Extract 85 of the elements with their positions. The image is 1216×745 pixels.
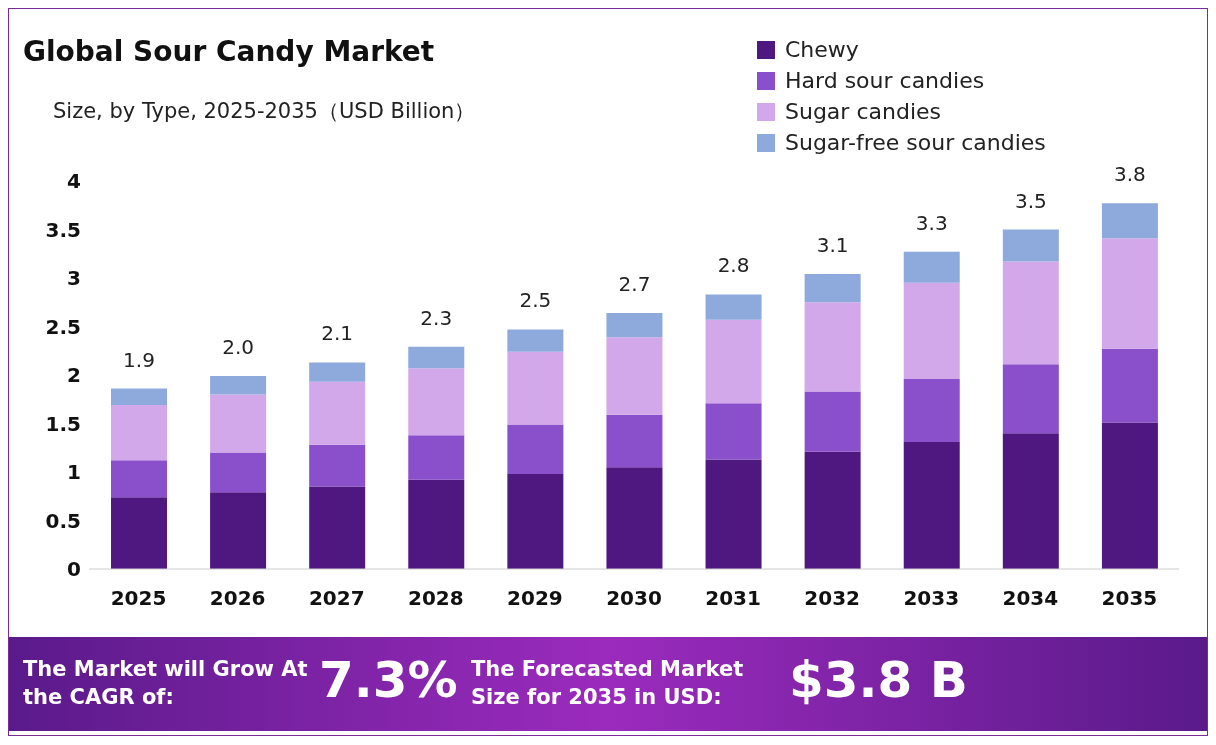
bar [705,294,762,320]
bar [804,302,861,392]
legend-label: Sugar candies [785,99,941,124]
chart-title: Global Sour Candy Market [23,35,435,68]
bar [309,362,366,382]
total-label: 3.8 [1114,162,1146,187]
bar [903,378,960,442]
total-label: 3.3 [915,210,948,235]
bar [408,435,465,480]
x-tick-label: 2028 [407,586,464,611]
bar [111,460,167,498]
bar [606,414,663,468]
x-tick-label: 2035 [1101,586,1158,611]
y-tick-label: 0.5 [45,508,81,533]
x-tick-label: 2026 [209,586,266,611]
total-label: 2.7 [618,271,651,296]
bar [210,452,267,493]
bar [903,441,960,569]
total-label: 2.8 [717,253,750,278]
bar [507,329,564,352]
text: The Forecasted Market Size for 2035 in USD: [471,657,744,709]
bar [903,251,960,283]
bar [309,381,366,445]
bar [903,282,960,379]
bar [1101,348,1158,423]
bar [111,405,167,461]
chart-subtitle: Size, by Type, 2025-2035（USD Billion） [53,98,476,125]
x-tick-label: 2030 [606,586,662,611]
bar [804,451,861,569]
bar [507,351,564,425]
legend-label: Hard sour candies [785,68,985,93]
bar [210,492,267,569]
total-label: 2.3 [420,305,453,330]
bar [804,391,861,452]
bar [705,459,762,569]
x-tick-label: 2025 [110,586,167,611]
bar [1002,229,1059,262]
bar [705,403,762,460]
total-label: 3.1 [816,233,849,258]
bar [111,388,167,406]
bar [1101,238,1158,349]
total-label: 2.0 [222,334,254,359]
legend-label: Chewy [785,37,859,62]
y-tick-label: 2 [67,363,81,388]
y-tick-label: 1.5 [45,411,81,436]
legend-label: Sugar-free sour candies [785,130,1046,155]
bar [606,467,663,569]
y-tick-label: 0 [67,557,81,582]
bar [408,368,465,436]
bar [309,486,366,569]
bar [1101,422,1158,569]
bar [507,473,564,569]
bar [507,424,564,474]
text: The Market will Grow At the CAGR of: [23,656,309,711]
x-tick-label: 2031 [705,586,761,611]
total-label: 3.5 [1014,188,1047,213]
bar [1002,261,1059,365]
x-tick-label: 2027 [308,586,365,611]
text: 7.3% [319,651,458,709]
bar [408,346,465,369]
y-tick-label: 3.5 [45,217,81,242]
bar [1002,364,1059,434]
bar [408,479,465,569]
y-tick-label: 2.5 [45,314,81,339]
x-tick-label: 2034 [1002,586,1059,611]
bar [1002,433,1059,569]
bar [606,337,663,415]
total-label: 2.1 [321,321,354,346]
bar [804,274,861,303]
bar [210,375,267,395]
y-tick-label: 4 [67,169,81,194]
bar [111,497,167,569]
x-tick-label: 2029 [507,586,563,611]
bar [1101,203,1158,239]
bar [210,394,267,453]
y-tick-label: 3 [67,266,81,291]
total-label: 1.9 [123,347,155,372]
text: $3.8 B [789,651,968,709]
y-tick-label: 1 [67,460,81,485]
bar [705,319,762,404]
total-label: 2.5 [519,288,552,313]
x-tick-label: 2033 [903,586,960,611]
bar [606,312,663,338]
x-tick-label: 2032 [804,586,861,611]
bar [309,444,366,487]
